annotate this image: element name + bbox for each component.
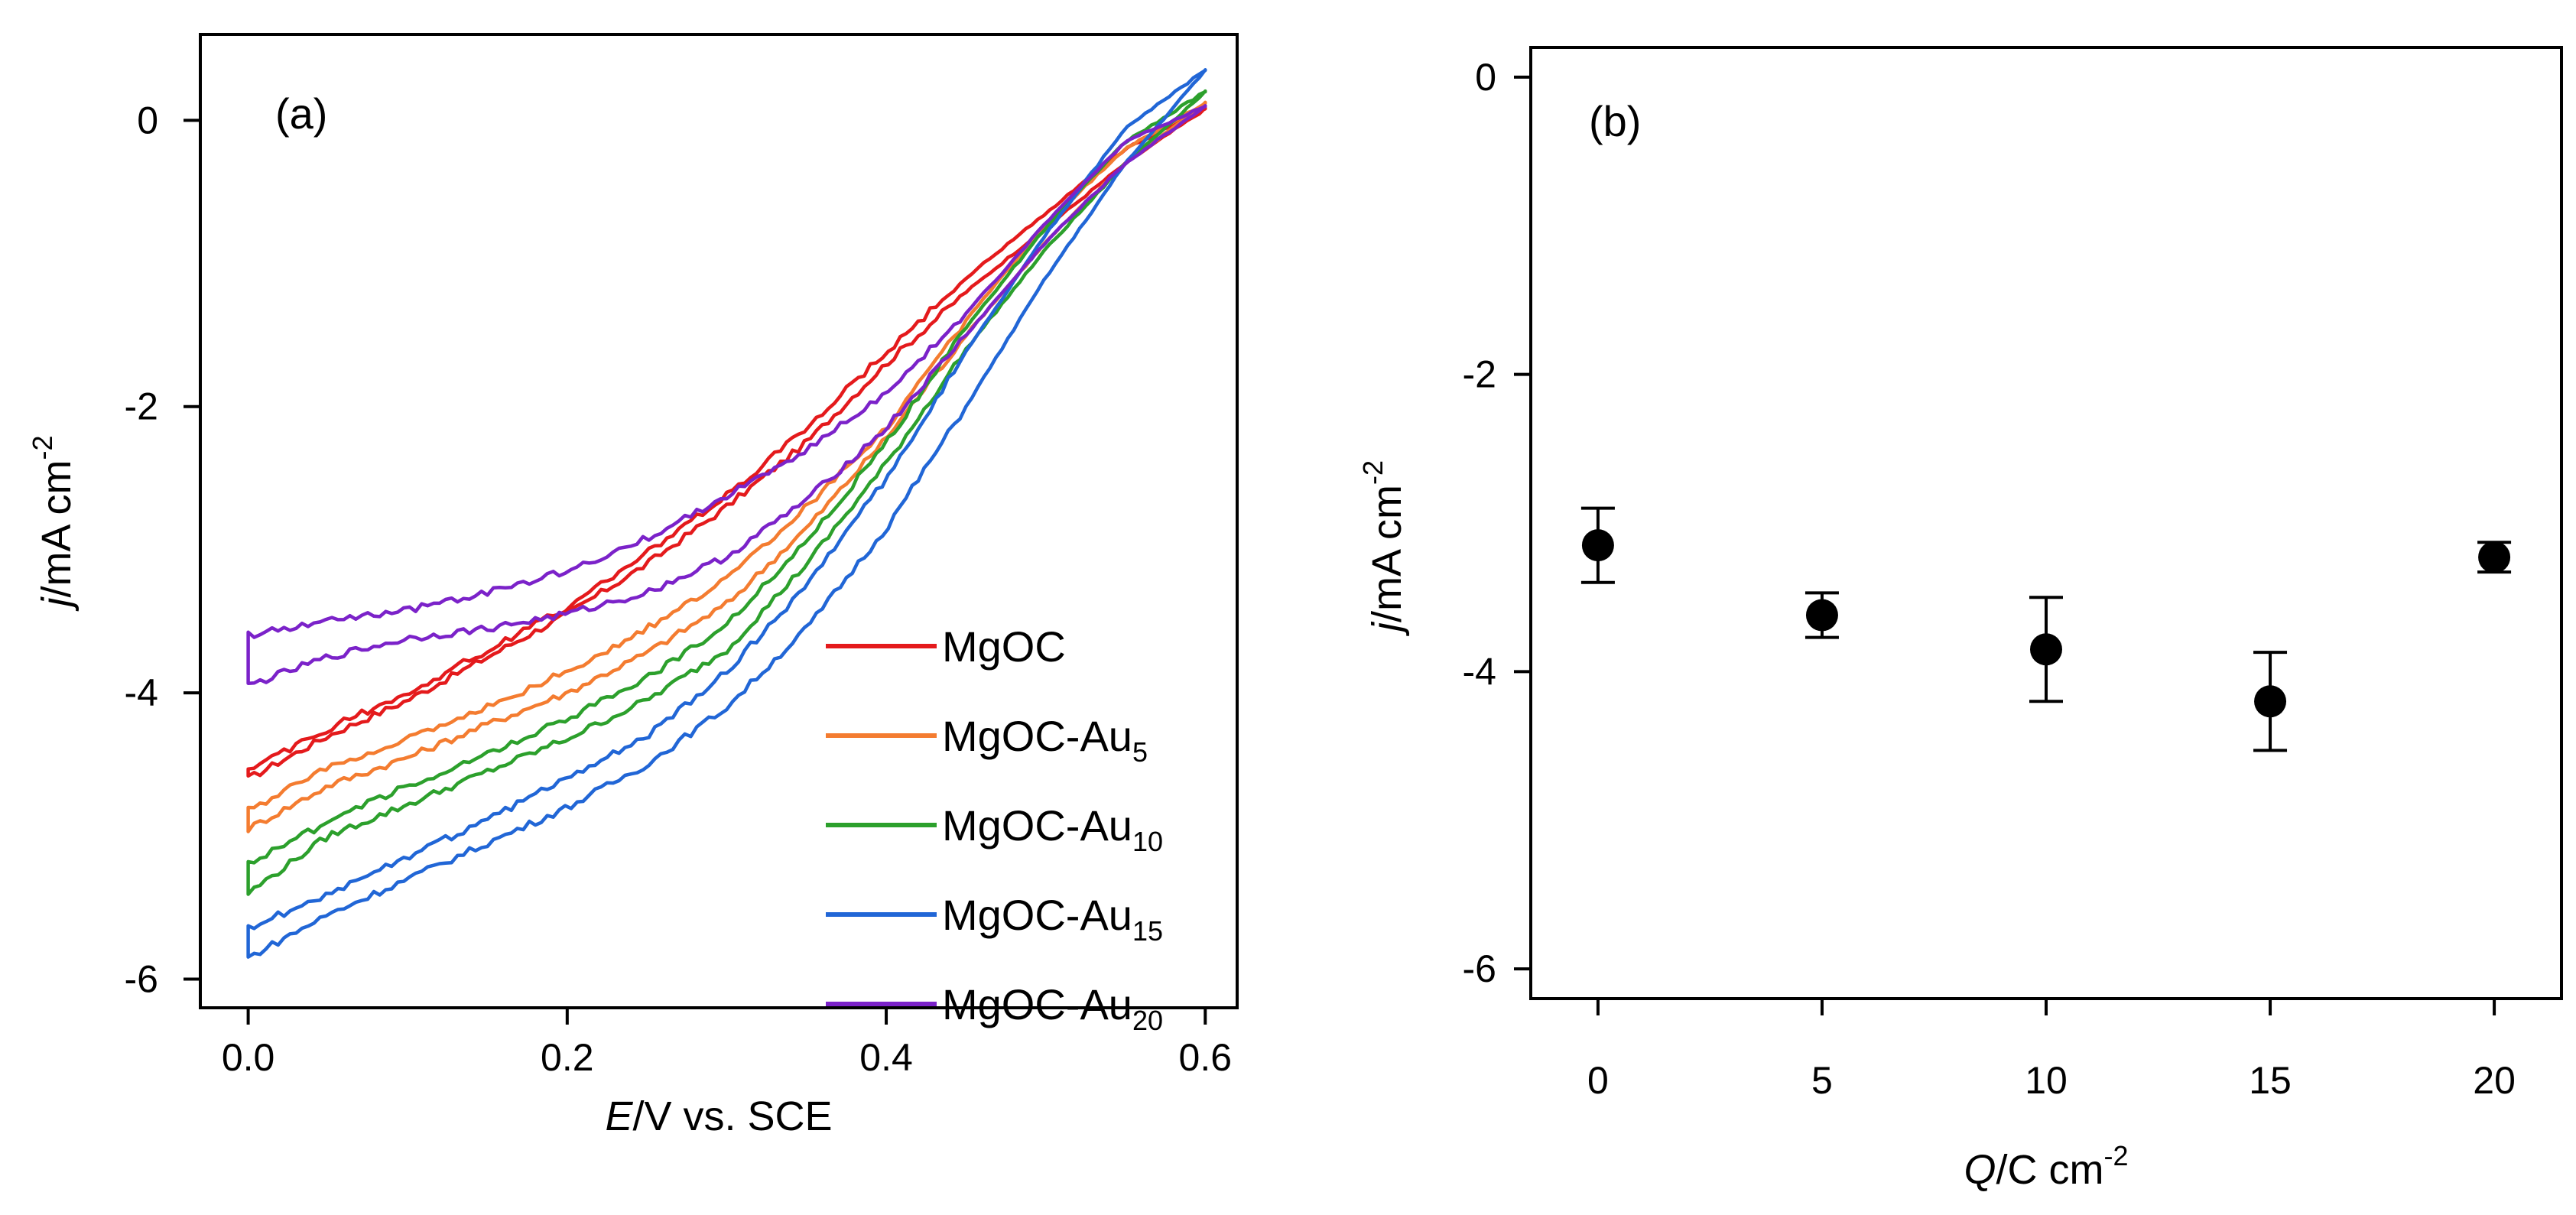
panel-b-x-tick-label: 20 [2473,1059,2516,1102]
panel-a-legend-subscript: 20 [1132,1005,1163,1036]
panel-b-y-axis-title: j/mA cm-2 [1357,460,1410,637]
panel-a-x-tick-label: 0.4 [859,1036,913,1079]
panel-a-y-title-exp: -2 [27,435,58,460]
panel-b-y-tick-label: 0 [1475,56,1496,99]
panel-b-x-title-italic: Q [1964,1147,1996,1193]
panel-a-y-title-rest: /mA cm [34,460,80,598]
panel-b-x-axis-title: Q/C cm-2 [1964,1140,2128,1193]
panel-b-data-point [1581,529,1614,562]
panel-a-y-tick-label: -4 [125,671,158,714]
panel-a-series-line [246,104,1207,685]
panel-b-x-tick-label: 0 [1587,1059,1609,1102]
panel-b-y-title-rest: /mA cm [1364,485,1410,622]
panel-a-y-axis-title: j/mA cm-2 [27,435,80,612]
panel-a-series-line [246,89,1207,896]
panel-a-x-tick-label: 0.6 [1179,1036,1233,1079]
panel-b-x-tick-label: 10 [2025,1059,2068,1102]
panel-b-y-title-exp: -2 [1357,460,1389,485]
panel-b-x-title-rest: /C cm [1996,1147,2104,1193]
panel-b-label: (b) [1589,97,1641,145]
panel-a-legend-name: MgOC [942,622,1066,671]
panel-a-legend-entry: MgOC-Au20 [942,980,1163,1036]
panel-a-legend-name: MgOC-Au [942,891,1132,939]
panel-a-legend-name: MgOC-Au [942,980,1132,1028]
panel-a-legend-entry: MgOC [942,622,1066,671]
panel-b-points-group [1580,506,2512,752]
panel-a-legend-entry: MgOC-Au5 [942,712,1148,768]
panel-a-y-tick-label: -6 [125,958,158,1001]
panel-b-y-tick-label: -2 [1463,353,1496,396]
panel-b-x-ticks: 0 5 10 15 20 [1587,999,2516,1102]
panel-b-y-tick-label: -4 [1463,650,1496,693]
panel-a-x-tick-label: 0.2 [541,1036,594,1079]
panel-a-frame [199,33,1239,1009]
panel-a-y-tick-label: -2 [125,385,158,428]
panel-a-legend-entry: MgOC-Au15 [942,891,1163,947]
panel-b-x-title-exp: -2 [2104,1140,2129,1171]
panel-a-x-title-rest: /V vs. SCE [632,1093,832,1139]
panel-a-x-tick-label: 0.0 [222,1036,275,1079]
panel-b-y-tick-label: -6 [1463,947,1496,990]
panel-a-y-tick-label: 0 [137,99,158,141]
panel-a: 0.0 0.2 0.4 0.6 0 -2 -4 -6 (a) E/V vs. SCE j/m… [27,33,1239,1139]
panel-b-x-tick-label: 5 [1811,1059,1833,1102]
panel-a-legend-subscript: 5 [1132,736,1148,768]
panel-b-x-tick-label: 15 [2249,1059,2292,1102]
panel-a-series-line [246,68,1207,959]
panel-b: 0 5 10 15 20 0-2-4-6 (b) Q/C cm-2 j/mA cm-2 [1357,46,2563,1193]
panel-a-legend-entry: MgOC-Au10 [942,801,1163,857]
panel-a-legend-name: MgOC-Au [942,801,1132,850]
panel-a-x-title-italic: E [605,1093,633,1139]
panel-a-label: (a) [275,89,327,138]
panel-b-data-point [1805,599,1838,632]
panel-b-data-point [2478,541,2511,573]
panel-a-series-group [246,68,1207,959]
panel-a-x-axis-title: E/V vs. SCE [605,1093,832,1139]
panel-a-x-ticks: 0.0 0.2 0.4 0.6 [222,1008,1232,1079]
panel-a-series-line [246,100,1207,833]
panel-a-legend-name: MgOC-Au [942,712,1132,760]
panel-a-legend-subscript: 15 [1132,915,1163,947]
panel-b-data-point [2030,633,2062,666]
panel-a-legend-subscript: 10 [1132,826,1163,857]
panel-b-y-ticks: 0 -2 -4 -6 [1463,56,1531,990]
panel-b-data-point [2254,685,2287,718]
panel-a-y-ticks: 0 -2 -4 -6 [125,99,200,1001]
